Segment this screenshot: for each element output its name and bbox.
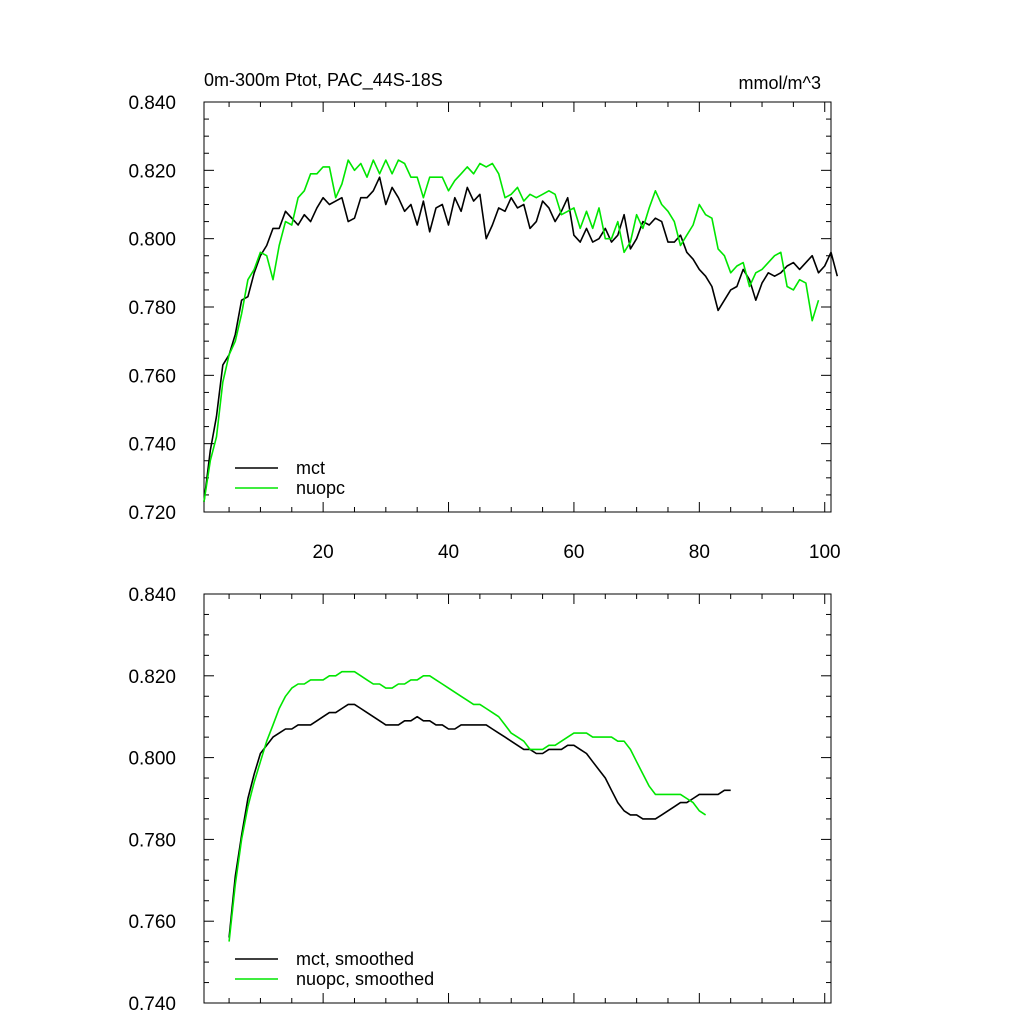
y-tick-label: 0.740 [128,435,176,456]
legend-label: nuopc [296,478,345,498]
chart-title: 0m-300m Ptot, PAC_44S-18S [204,70,443,91]
plot-frame [203,593,832,1004]
legend-label: nuopc, smoothed [296,969,434,989]
y-tick-label: 0.800 [128,230,176,251]
x-tick-label: 100 [809,542,841,563]
y-tick-label: 0.800 [128,749,176,770]
plot-frame [203,101,832,513]
x-tick-label: 40 [438,542,459,563]
series-line-2 [203,159,820,502]
legend-label: mct, smoothed [296,949,414,969]
legend-label: mct [296,458,325,478]
units-label: mmol/m^3 [739,73,821,93]
y-tick-label: 0.740 [128,994,176,1015]
x-tick-label: 60 [563,542,584,563]
y-tick-label: 0.760 [128,366,176,387]
series-line-2 [228,670,707,942]
chart-panel-2: 0.740 0.760 0.780 0.800 0.820 0.840 mct, smoot… [128,585,832,1015]
y-tick-label: 0.780 [128,830,176,851]
y-tick-label: 0.760 [128,912,176,933]
y-tick-label: 0.780 [128,298,176,319]
chart-panel-1: 0.720 0.740 0.760 0.780 0.800 0.820 0.840 20 40 6… [128,70,840,563]
y-tick-label: 0.820 [128,667,176,688]
x-tick-label: 20 [313,542,334,563]
series-line-1 [203,176,839,502]
series-line-1 [228,703,731,938]
y-tick-label: 0.820 [128,161,176,182]
y-tick-label: 0.720 [128,503,176,524]
y-tick-label: 0.840 [128,585,176,606]
x-tick-label: 80 [689,542,710,563]
y-tick-label: 0.840 [128,93,176,114]
